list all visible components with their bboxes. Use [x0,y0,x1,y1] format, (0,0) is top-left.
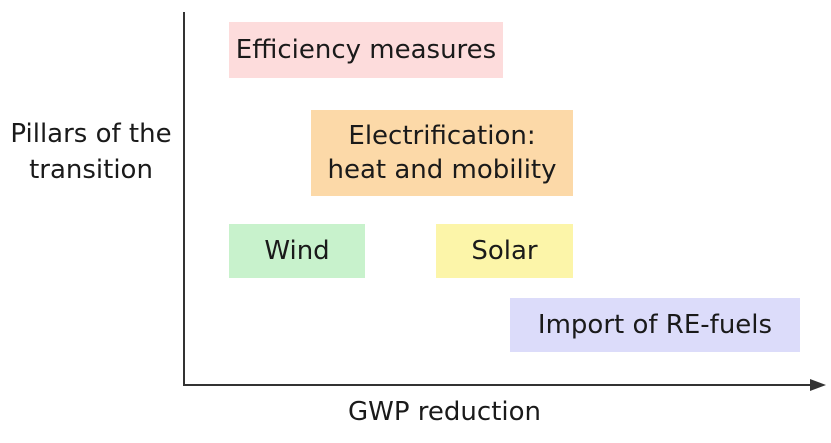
pillar-efficiency-label: Efficiency measures [235,35,497,65]
pillar-electrification-label-line-1: Electrification: [348,121,536,151]
pillar-re-fuels-label: Import of RE-fuels [537,310,773,340]
pillar-solar: Solar [436,224,573,278]
x-axis-label: GWP reduction [348,397,541,427]
pillar-re-fuels: Import of RE-fuels [510,298,800,352]
y-axis-label: Pillars of the transition [0,116,182,188]
pillar-efficiency: Efficiency measures [229,22,503,78]
x-axis-arrowhead [810,379,826,391]
y-axis-label-line-2: transition [29,155,153,185]
pillar-wind-label: Wind [264,236,330,266]
pillar-electrification-label-line-2: heat and mobility [327,155,557,185]
pillar-solar-label: Solar [471,236,538,266]
pillar-wind: Wind [229,224,365,278]
y-axis-label-line-1: Pillars of the [10,119,172,149]
pillar-electrification: Electrification: heat and mobility [311,110,573,196]
